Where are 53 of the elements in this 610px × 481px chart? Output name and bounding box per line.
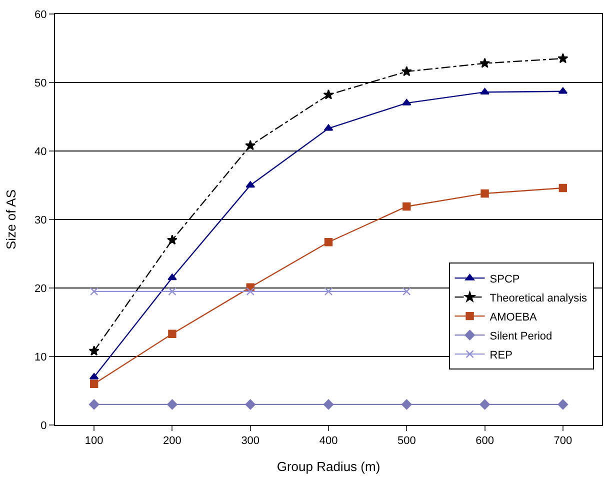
y-axis-title: Size of AS xyxy=(4,189,18,250)
point xyxy=(168,274,177,280)
point xyxy=(558,399,568,410)
legend-label: Theoretical analysis xyxy=(490,292,588,304)
point xyxy=(402,202,411,211)
point xyxy=(166,234,178,245)
point xyxy=(480,399,490,410)
x-tick-label: 400 xyxy=(319,435,338,448)
legend-label: AMOEBA xyxy=(490,311,538,324)
x-axis-title: Group Radius (m) xyxy=(276,458,380,474)
point xyxy=(401,399,412,410)
y-tick-label: 20 xyxy=(34,282,47,295)
legend-label: SPCP xyxy=(490,273,520,286)
y-tick-label: 60 xyxy=(34,8,47,21)
x-tick-label: 700 xyxy=(554,435,572,448)
point xyxy=(480,58,490,68)
point xyxy=(168,330,176,338)
point xyxy=(323,399,334,410)
point xyxy=(401,66,412,76)
point xyxy=(402,98,412,106)
y-tick-label: 10 xyxy=(34,351,47,364)
point xyxy=(324,124,334,131)
point xyxy=(324,287,333,296)
point xyxy=(323,89,334,100)
point xyxy=(558,184,568,192)
x-tick-label: 300 xyxy=(241,435,260,448)
point xyxy=(480,189,489,198)
point xyxy=(558,53,568,64)
legend-label: REP xyxy=(490,349,512,362)
y-tick-label: 40 xyxy=(34,146,47,158)
point xyxy=(88,346,100,356)
point xyxy=(245,399,256,410)
x-tick-label: 200 xyxy=(163,435,182,448)
point xyxy=(90,380,98,388)
point xyxy=(480,88,490,94)
point xyxy=(402,287,411,296)
x-tick-label: 600 xyxy=(476,435,494,448)
x-tick-label: 100 xyxy=(84,435,104,448)
point xyxy=(558,87,568,94)
y-tick-label: 30 xyxy=(34,214,47,226)
legend-label: Silent Period xyxy=(490,330,552,342)
y-tick-label: 0 xyxy=(40,420,47,432)
point xyxy=(324,238,333,246)
x-tick-label: 500 xyxy=(397,435,416,448)
point xyxy=(167,399,178,410)
point xyxy=(168,287,176,296)
point xyxy=(246,287,254,296)
point xyxy=(246,181,255,188)
y-tick-label: 50 xyxy=(34,77,47,90)
point xyxy=(245,140,256,150)
point xyxy=(88,399,100,410)
point xyxy=(89,372,99,380)
point xyxy=(90,287,98,296)
